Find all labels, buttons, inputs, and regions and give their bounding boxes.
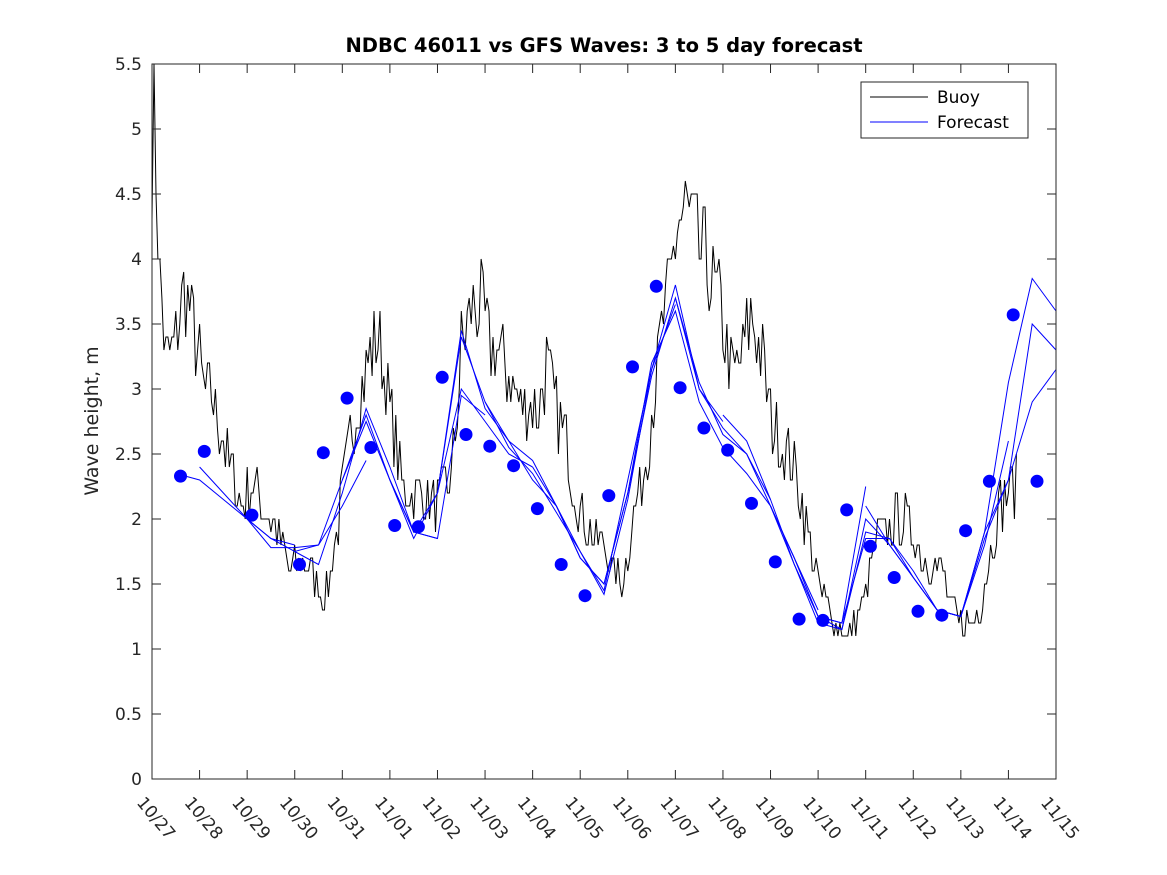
forecast-series [175,277,1057,631]
y-tick-label: 3.5 [115,315,142,335]
forecast-run-line [579,284,771,596]
forecast-point [554,558,568,571]
legend: Buoy Forecast [860,81,1029,139]
legend-box [860,81,1029,139]
y-tick-label: 4 [131,250,142,270]
forecast-point [863,539,877,553]
forecast-run-line [199,460,367,549]
forecast-point [887,571,901,584]
forecast-point [673,381,687,395]
forecast-point [340,391,354,405]
y-axis-label: Wave height, m [81,346,103,495]
forecast-point [602,489,616,503]
forecast-point [816,613,830,627]
forecast-point [293,558,306,571]
plot-frame [151,63,1057,780]
forecast-markers [174,279,1044,627]
forecast-point [982,474,996,488]
forecast-point [578,589,592,603]
forecast-point [483,439,497,453]
forecast-point [626,360,639,374]
forecast-point [435,370,449,384]
y-tick-label: 2.5 [115,445,142,465]
forecast-point [364,441,378,454]
y-tick-label: 5.5 [115,55,142,75]
y-tick-label: 5 [131,120,142,140]
forecast-point [1030,474,1044,488]
y-tick-label: 0 [131,770,142,790]
forecast-point [697,421,711,435]
forecast-point [935,608,949,622]
forecast-point [1006,308,1020,322]
y-tick-label: 0.5 [115,705,142,725]
forecast-run-line [912,322,1057,618]
legend-label-buoy: Buoy [937,88,980,108]
forecast-point [245,508,259,522]
forecast-run-line [960,369,1057,617]
y-tick-label: 4.5 [115,185,142,205]
y-tick-label: 1.5 [115,575,142,595]
y-axis-ticks: 0 0.5 1 1.5 2 2.5 3 3.5 4 4.5 5 5.5 [115,55,1056,790]
forecast-point [197,444,211,458]
forecast-point [411,520,425,534]
plot-area [152,64,1056,779]
forecast-point [911,604,925,618]
forecast-point [840,503,854,517]
chart-title: NDBC 46011 vs GFS Waves: 3 to 5 day fore… [345,34,862,57]
forecast-point [768,555,782,569]
forecast-point [721,443,735,457]
forecast-run-line [294,394,486,566]
y-tick-label: 2 [131,510,142,530]
forecast-point [174,469,187,483]
forecast-run-line [175,473,295,546]
forecast-point [316,446,330,460]
forecast-point [649,279,663,293]
forecast-point [530,502,544,516]
forecast-point [459,428,473,441]
forecast-point [507,459,521,473]
forecast-point [388,519,402,532]
forecast-point [792,612,806,626]
legend-label-forecast: Forecast [937,113,1009,133]
y-tick-label: 1 [131,640,142,660]
forecast-point [745,496,758,510]
forecast-point [959,524,973,538]
y-tick-label: 3 [131,380,142,400]
